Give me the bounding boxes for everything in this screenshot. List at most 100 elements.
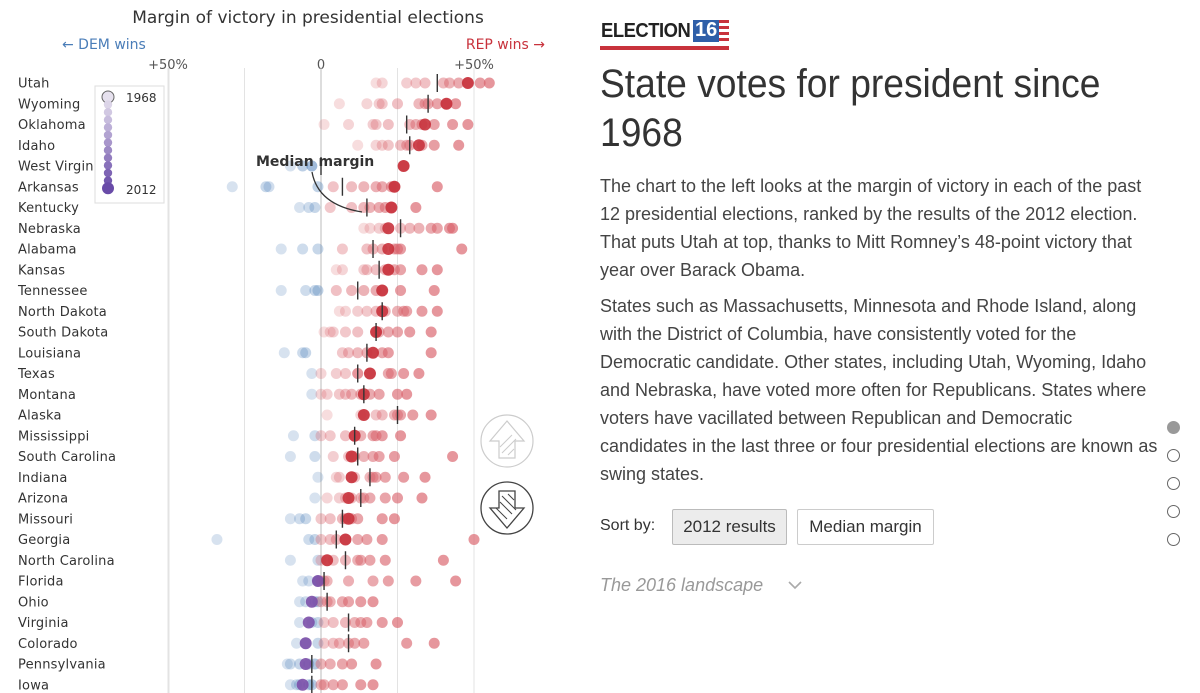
state-row[interactable]: Pennsylvania bbox=[18, 655, 382, 673]
state-row[interactable]: Montana bbox=[18, 385, 413, 404]
election-2012-dot bbox=[419, 118, 432, 131]
election-dot bbox=[309, 451, 321, 462]
election-dot bbox=[327, 679, 339, 691]
state-label: Texas bbox=[17, 367, 55, 382]
state-row[interactable]: Kentucky bbox=[18, 198, 422, 217]
election-2012-dot bbox=[382, 243, 395, 255]
election-dot bbox=[388, 451, 400, 462]
state-label: Missouri bbox=[18, 512, 73, 527]
sort-2012-results-button[interactable]: 2012 results bbox=[672, 509, 787, 545]
election-dot bbox=[275, 243, 287, 255]
nav-dot-2[interactable] bbox=[1167, 449, 1180, 462]
state-row[interactable]: Indiana bbox=[18, 468, 431, 487]
election-dot bbox=[309, 202, 321, 213]
state-row[interactable]: Missouri bbox=[18, 509, 400, 528]
state-row[interactable]: Colorado bbox=[18, 634, 440, 653]
election-dot bbox=[419, 471, 431, 483]
landscape-link[interactable]: The 2016 landscape bbox=[600, 575, 764, 595]
election-dot bbox=[312, 471, 324, 483]
state-row[interactable]: Georgia bbox=[18, 530, 480, 549]
election-dot bbox=[303, 202, 315, 213]
election-2012-dot bbox=[342, 512, 355, 525]
election-dot bbox=[284, 160, 296, 172]
state-row[interactable]: Texas bbox=[17, 364, 425, 383]
election-dot bbox=[294, 596, 306, 608]
election-dot bbox=[382, 575, 394, 587]
election-2012-dot bbox=[339, 533, 352, 546]
state-row[interactable]: West Virginia bbox=[18, 157, 410, 175]
election-dot bbox=[346, 181, 358, 193]
election-dot bbox=[398, 368, 410, 379]
election-dot bbox=[462, 119, 474, 130]
state-row[interactable]: Mississippi bbox=[18, 426, 407, 445]
nav-dot-3[interactable] bbox=[1167, 477, 1180, 490]
state-row[interactable]: Tennessee bbox=[17, 281, 440, 300]
election-dot bbox=[297, 160, 309, 172]
election-dot bbox=[358, 637, 370, 649]
legend-year-dot bbox=[102, 182, 114, 195]
election-2012-dot bbox=[382, 222, 395, 235]
state-row[interactable]: North Dakota bbox=[18, 302, 443, 321]
state-row[interactable]: Florida bbox=[18, 572, 462, 590]
election-dot bbox=[306, 388, 318, 400]
scroll-up-button[interactable] bbox=[480, 414, 534, 468]
election-dot bbox=[388, 513, 400, 525]
nav-dot-4[interactable] bbox=[1167, 505, 1180, 518]
state-label: Kansas bbox=[18, 263, 65, 278]
election-dot bbox=[330, 264, 342, 276]
state-row[interactable]: Virginia bbox=[18, 613, 403, 632]
state-row[interactable]: Oklahoma bbox=[18, 115, 474, 134]
election-dot bbox=[306, 160, 318, 172]
state-row[interactable]: South Carolina bbox=[18, 447, 459, 466]
election-dot bbox=[349, 637, 361, 649]
state-row[interactable]: Ohio bbox=[18, 592, 379, 611]
nav-dot-5[interactable] bbox=[1167, 533, 1180, 546]
state-row[interactable]: Idaho bbox=[18, 136, 465, 155]
state-label: Idaho bbox=[18, 139, 55, 154]
state-row[interactable]: Arizona bbox=[18, 489, 428, 507]
election-dot bbox=[361, 534, 373, 545]
year-legend: 1968 2012 bbox=[94, 85, 165, 204]
election-dot bbox=[382, 326, 394, 338]
election-dot bbox=[382, 119, 394, 130]
election-dot bbox=[416, 264, 428, 276]
election-dot bbox=[437, 554, 449, 566]
election-dot bbox=[413, 222, 425, 234]
election-dot bbox=[401, 637, 413, 649]
election-dot bbox=[343, 575, 355, 587]
state-row[interactable]: South Dakota bbox=[18, 323, 437, 341]
state-row[interactable]: Alaska bbox=[18, 406, 437, 424]
nav-dot-1[interactable] bbox=[1167, 421, 1180, 434]
state-label: Alabama bbox=[18, 243, 77, 258]
election-2012-dot bbox=[440, 97, 453, 110]
election-dot bbox=[339, 305, 351, 317]
state-row[interactable]: Arkansas bbox=[18, 177, 443, 196]
election-dot bbox=[392, 492, 403, 504]
election-dot bbox=[379, 471, 391, 483]
election-dot bbox=[294, 513, 306, 525]
state-row[interactable]: Nebraska bbox=[18, 219, 459, 238]
election-dot bbox=[333, 471, 345, 483]
state-row[interactable]: North Carolina bbox=[18, 551, 449, 570]
logo-stripes bbox=[719, 20, 729, 42]
scroll-down-button[interactable] bbox=[480, 481, 534, 535]
state-row[interactable]: Wyoming bbox=[18, 94, 462, 113]
election-dot bbox=[346, 658, 358, 670]
state-row[interactable]: Utah bbox=[18, 74, 495, 92]
election-dot bbox=[312, 285, 324, 296]
sort-median-margin-button[interactable]: Median margin bbox=[797, 509, 934, 545]
election-dot bbox=[275, 285, 287, 296]
election-dot bbox=[367, 575, 379, 587]
election-dot bbox=[376, 139, 388, 151]
chevron-down-icon[interactable] bbox=[788, 578, 802, 592]
election-dot bbox=[373, 451, 385, 462]
state-row[interactable]: Iowa bbox=[18, 675, 379, 693]
state-label: Arkansas bbox=[18, 180, 79, 195]
election-dot bbox=[370, 409, 382, 421]
state-row[interactable]: Alabama bbox=[18, 240, 468, 258]
state-row[interactable]: Louisiana bbox=[18, 343, 437, 362]
election-dot bbox=[392, 617, 403, 628]
election-dot bbox=[297, 575, 309, 587]
state-row[interactable]: Kansas bbox=[18, 260, 443, 279]
election-dot bbox=[321, 492, 333, 504]
